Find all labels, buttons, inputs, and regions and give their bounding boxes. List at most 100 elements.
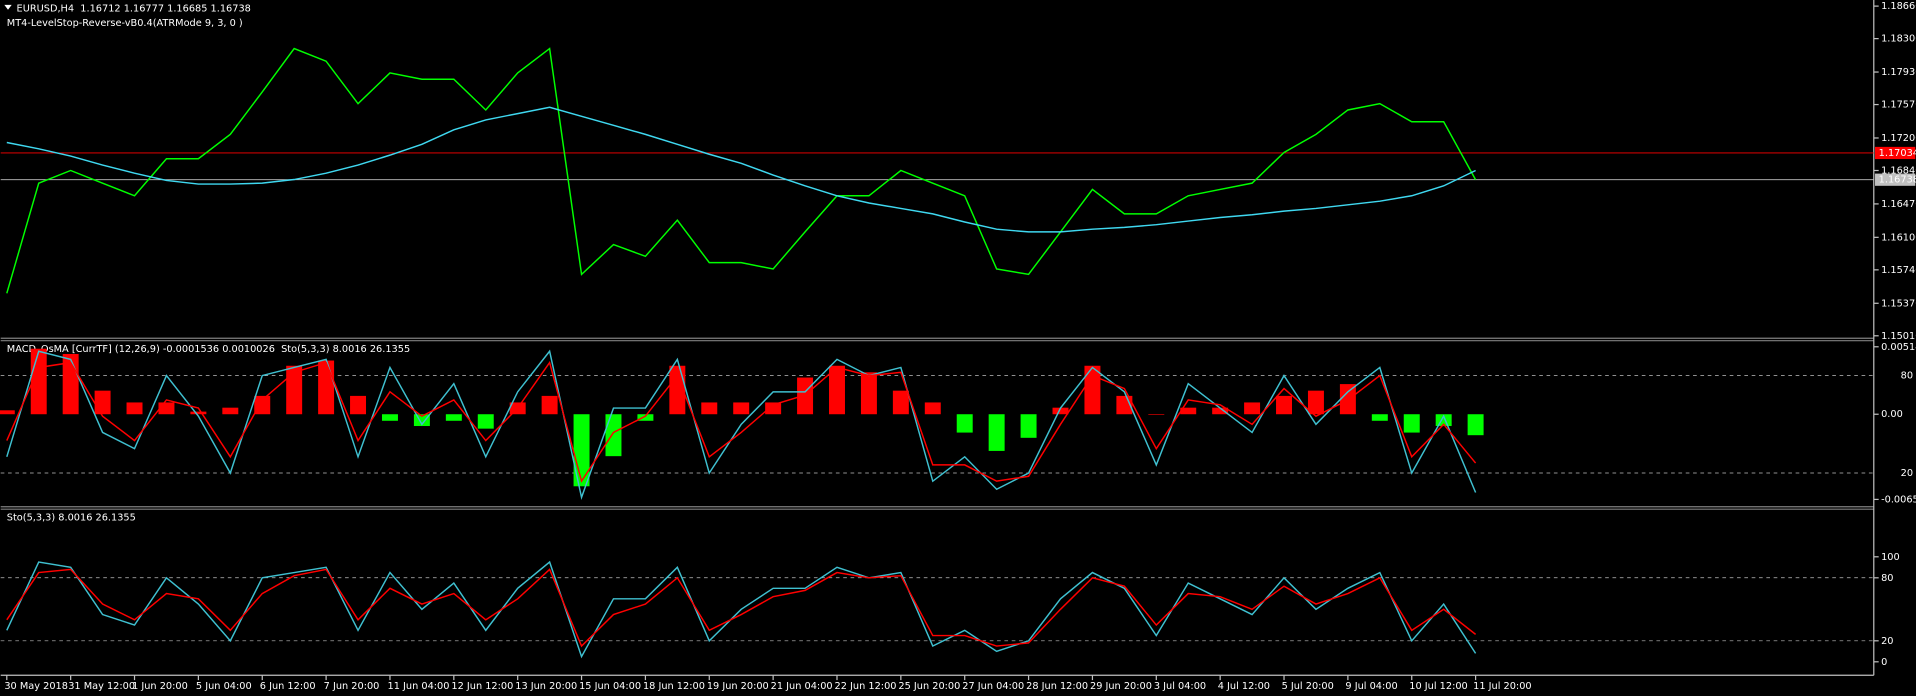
histogram-bar	[158, 402, 175, 415]
series-line	[6, 349, 1477, 501]
y-tick-label: 1.16100	[1881, 232, 1916, 243]
series-line	[6, 106, 1476, 233]
y-tick-label: 1.16840	[1881, 165, 1916, 176]
indicator-label: Sto(5,3,3) 8.0016 26.1355	[7, 513, 136, 524]
series-line	[6, 360, 1477, 483]
histogram-bar	[1467, 414, 1484, 436]
histogram-bar	[829, 365, 845, 415]
x-tick-label: 9 Jul 04:00	[1345, 681, 1397, 692]
histogram-bar	[956, 414, 973, 433]
histogram-bar	[94, 390, 111, 415]
x-tick-label: 13 Jun 20:00	[515, 681, 577, 692]
x-tick-label: 7 Jun 20:00	[324, 681, 380, 692]
histogram-bar	[0, 410, 15, 415]
histogram-bar	[669, 365, 686, 415]
indicator-label: MT4-LevelStop-Reverse-vB0.4(ATRMode 9, 3…	[7, 18, 243, 29]
histogram-bar	[381, 414, 398, 421]
x-tick-label: 10 Jul 12:00	[1409, 681, 1467, 692]
histogram-bar	[1180, 407, 1197, 415]
x-tick-label: 1 Jun 20:00	[132, 681, 188, 692]
x-tick-label: 31 May 12:00	[68, 681, 135, 692]
histogram-bar	[637, 414, 654, 421]
x-tick-label: 18 Jun 12:00	[643, 681, 705, 692]
histogram-bar	[350, 395, 367, 415]
indicator-label: MACD_OsMA [CurrTF] (12,26,9) -0.0001536 …	[7, 344, 410, 355]
x-tick-label: 28 Jun 12:00	[1026, 681, 1088, 692]
x-tick-label: 5 Jun 04:00	[196, 681, 252, 692]
y-tick-label: -0.006502	[1881, 494, 1916, 505]
x-tick-label: 27 Jun 04:00	[962, 681, 1024, 692]
x-tick-label: 4 Jul 12:00	[1218, 681, 1270, 692]
x-tick-label: 11 Jun 04:00	[388, 681, 450, 692]
histogram-bar	[1371, 414, 1388, 421]
histogram-bar	[254, 395, 271, 415]
x-tick-label: 11 Jul 20:00	[1473, 681, 1531, 692]
y-tick-label: 20	[1881, 636, 1893, 647]
x-tick-label: 12 Jun 12:00	[451, 681, 513, 692]
histogram-bar	[1403, 414, 1420, 433]
x-tick-label: 25 Jun 20:00	[898, 681, 960, 692]
price-label: 1.17034	[1879, 148, 1916, 159]
histogram-bar	[222, 407, 239, 415]
x-tick-label: 5 Jul 20:00	[1282, 681, 1334, 692]
histogram-bar	[892, 390, 909, 415]
histogram-bar	[541, 395, 558, 415]
x-tick-label: 22 Jun 12:00	[835, 681, 897, 692]
histogram-bar	[924, 402, 941, 415]
histogram-bar	[701, 402, 718, 415]
series-line	[6, 560, 1477, 659]
x-tick-label: 21 Jun 04:00	[771, 681, 833, 692]
y-tick-label: 1.16470	[1881, 199, 1916, 210]
histogram-bar	[286, 365, 303, 415]
histogram-bar	[765, 402, 782, 415]
price-label-box	[1875, 146, 1916, 160]
x-tick-label: 3 Jul 04:00	[1154, 681, 1206, 692]
histogram-bar	[1244, 402, 1261, 415]
histogram-bar	[1435, 414, 1452, 427]
histogram-bar	[1084, 365, 1101, 415]
x-tick-label: 30 May 2018	[4, 681, 68, 692]
x-tick-label: 15 Jun 04:00	[579, 681, 641, 692]
histogram-bar	[733, 402, 750, 415]
histogram-bar	[1148, 414, 1165, 415]
y-tick-label: 1.15740	[1881, 265, 1916, 276]
histogram-bar	[413, 414, 430, 427]
histogram-bar	[445, 414, 462, 421]
histogram-bar	[1307, 390, 1324, 415]
histogram-bar	[477, 414, 494, 429]
series-line	[6, 568, 1477, 648]
price-label-box	[1875, 173, 1916, 186]
histogram-bar	[1052, 407, 1069, 415]
y-tick-label: 80	[1881, 573, 1893, 584]
chart-title: EURUSD,H4 1.16712 1.16777 1.16685 1.1673…	[17, 4, 251, 15]
y-tick-label: 1.18300	[1881, 34, 1916, 45]
y-tick-label: 1.17570	[1881, 100, 1916, 111]
y-tick-label: 1.17930	[1881, 67, 1916, 78]
histogram-bar	[1276, 395, 1293, 415]
y-tick-label: 1.17200	[1881, 133, 1916, 144]
histogram-bar	[126, 402, 143, 415]
y-tick-label: 100	[1881, 552, 1900, 563]
x-tick-label: 19 Jun 20:00	[707, 681, 769, 692]
histogram-bar	[797, 377, 814, 415]
price-label: 1.16738	[1879, 175, 1916, 186]
series-line	[6, 47, 1477, 294]
y-tick-label: 0	[1881, 657, 1887, 668]
histogram-bar	[573, 414, 590, 487]
y-tick-label: 0.00	[1881, 409, 1903, 420]
x-tick-label: 29 Jun 20:00	[1090, 681, 1152, 692]
y2-tick-label: 80	[1901, 371, 1913, 382]
x-tick-label: 6 Jun 12:00	[260, 681, 316, 692]
y-tick-label: 1.15010	[1881, 331, 1916, 342]
histogram-bar	[318, 360, 335, 415]
histogram-bar	[1020, 414, 1037, 438]
histogram-bar	[860, 372, 877, 415]
y-tick-label: 1.15370	[1881, 298, 1916, 309]
collapse-icon	[4, 4, 12, 10]
y-tick-label: 0.005149	[1881, 342, 1916, 353]
histogram-bar	[988, 414, 1005, 451]
histogram-bar	[190, 411, 207, 415]
y2-tick-label: 20	[1901, 468, 1913, 479]
